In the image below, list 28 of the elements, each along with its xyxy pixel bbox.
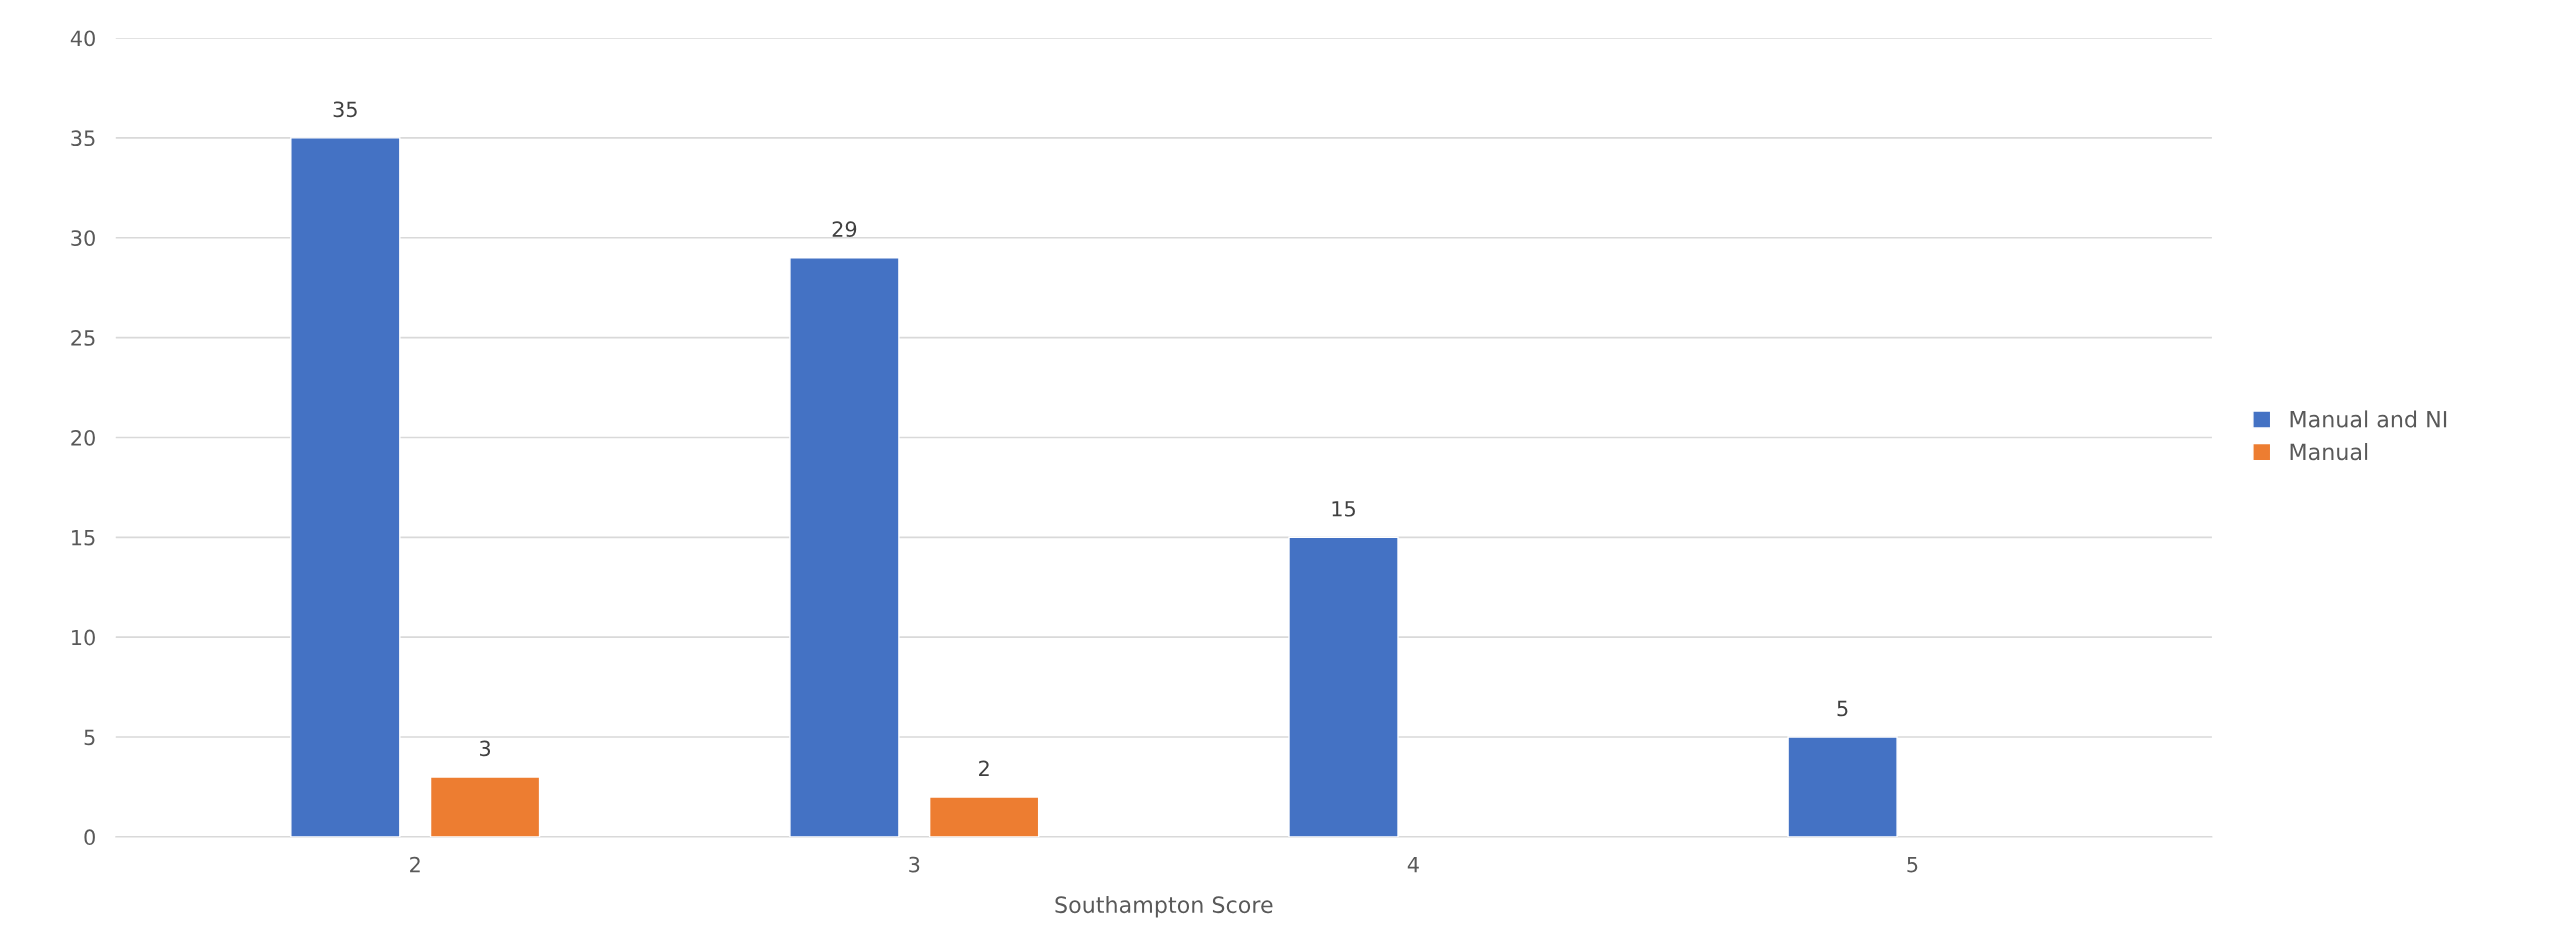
- bar: [290, 137, 401, 837]
- data-label: 29: [832, 221, 857, 238]
- x-axis-title: Southampton Score: [1055, 895, 1273, 918]
- y-tick-label: 10: [72, 629, 95, 646]
- bar: [928, 796, 1040, 837]
- bar: [1288, 536, 1399, 837]
- data-label: 5: [1837, 700, 1848, 717]
- data-label: 3: [480, 740, 491, 757]
- legend-label: Manual: [2290, 443, 2368, 461]
- data-label: 35: [333, 101, 357, 118]
- x-tick-label: 3: [909, 856, 920, 873]
- y-tick-label: 30: [71, 230, 95, 246]
- y-tick-label: 25: [71, 330, 95, 346]
- x-tick-label: 4: [1407, 856, 1419, 873]
- y-tick-label: 5: [84, 729, 95, 746]
- y-tick-label: 15: [72, 530, 95, 546]
- data-label: 2: [979, 760, 989, 776]
- x-tick-label: 2: [410, 856, 420, 873]
- y-tick-label: 0: [84, 829, 95, 846]
- y-tick-label: 35: [71, 130, 95, 147]
- bar: [1787, 736, 1898, 837]
- x-tick-label: 5: [1907, 856, 1918, 873]
- bar: [429, 776, 541, 837]
- data-label: 15: [1332, 501, 1355, 517]
- bar: [789, 257, 900, 837]
- legend-label: Manual and NI: [2290, 410, 2447, 428]
- y-tick-label: 40: [70, 30, 95, 47]
- y-tick-label: 20: [71, 429, 95, 446]
